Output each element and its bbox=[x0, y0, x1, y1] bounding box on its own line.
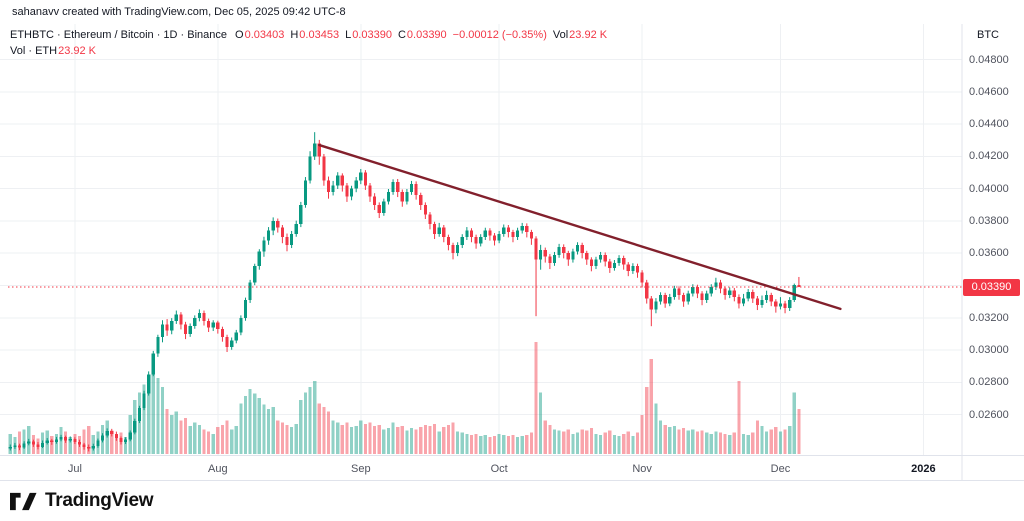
vol-eth-value: 23.92 K bbox=[58, 45, 96, 57]
volume-label: Vol bbox=[552, 29, 569, 41]
ohlc-high-label: H bbox=[290, 29, 299, 41]
price-axis-label: 0.03000 bbox=[969, 344, 1009, 357]
price-axis-unit: BTC bbox=[977, 29, 999, 41]
time-axis-label: 2026 bbox=[911, 463, 936, 475]
ohlc-open-value: 0.03403 bbox=[244, 29, 285, 41]
legend-row2: Vol · ETH23.92 K bbox=[10, 43, 607, 59]
ohlc-high-value: 0.03453 bbox=[299, 29, 340, 41]
time-axis-label: Jul bbox=[67, 463, 82, 475]
price-axis-label: 0.04600 bbox=[969, 85, 1009, 98]
attribution-text: sahanavv created with TradingView.com, D… bbox=[12, 6, 346, 18]
tradingview-logo-text[interactable]: TradingView bbox=[45, 490, 154, 511]
price-axis-label: 0.04400 bbox=[969, 118, 1009, 131]
price-axis-label: 0.04000 bbox=[969, 182, 1009, 195]
chart-widget: ETHBTC · Ethereum / Bitcoin · 1D · Binan… bbox=[0, 24, 1024, 481]
time-axis-label: Sep bbox=[350, 463, 371, 475]
price-axis-label: 0.03200 bbox=[969, 311, 1009, 324]
price-axis-label: 0.02800 bbox=[969, 376, 1009, 389]
price-axis[interactable]: BTC 0.03390 0.04800 0.04600 0.04400 0.04200… bbox=[962, 24, 1024, 455]
time-axis[interactable]: Jul Aug Sep Oct Nov Dec 2026 bbox=[0, 455, 1024, 481]
footer: TradingView bbox=[0, 481, 1024, 521]
ohlc-close-value: 0.03390 bbox=[406, 29, 447, 41]
ohlc-open-label: O bbox=[235, 29, 244, 41]
time-axis-label: Nov bbox=[632, 463, 652, 475]
price-axis-label: 0.04200 bbox=[969, 150, 1009, 163]
price-axis-label: 0.03600 bbox=[969, 247, 1009, 260]
change-value: −0.00012 (−0.35%) bbox=[452, 29, 547, 41]
time-axis-label: Dec bbox=[770, 463, 791, 475]
ohlc-low-label: L bbox=[345, 29, 352, 41]
ohlc-low-value: 0.03390 bbox=[352, 29, 392, 41]
ohlc-close-label: C bbox=[397, 29, 406, 41]
time-axis-label: Aug bbox=[208, 463, 228, 475]
tradingview-logo-icon[interactable] bbox=[10, 492, 37, 511]
volume-value: 23.92 K bbox=[569, 29, 608, 41]
vol-eth-label: Vol · ETH bbox=[10, 45, 58, 57]
price-axis-label: 0.04800 bbox=[969, 53, 1009, 66]
price-axis-label: 0.02600 bbox=[969, 408, 1009, 421]
chart-canvas[interactable] bbox=[0, 24, 1024, 481]
time-axis-label: Oct bbox=[490, 463, 508, 475]
current-price-badge[interactable]: 0.03390 bbox=[963, 278, 1020, 296]
symbol-title[interactable]: ETHBTC · Ethereum / Bitcoin · 1D · Binan… bbox=[10, 29, 228, 41]
chart-legend: ETHBTC · Ethereum / Bitcoin · 1D · Binan… bbox=[10, 27, 607, 59]
price-axis-label: 0.03800 bbox=[969, 214, 1009, 227]
